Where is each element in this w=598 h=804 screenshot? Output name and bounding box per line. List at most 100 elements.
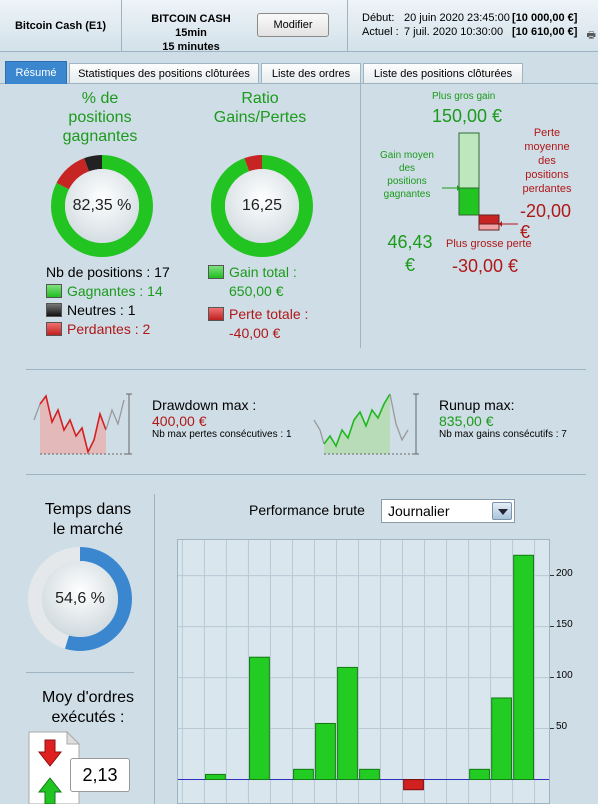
- avg-gain-value-line1: 46,43: [387, 232, 433, 252]
- biggest-gain-label: Plus gros gain: [432, 91, 496, 102]
- start-date: 20 juin 2020 23:45:00: [404, 12, 510, 24]
- black-square-icon: [46, 303, 62, 317]
- loss-total-row: Perte totale :: [208, 305, 308, 324]
- avg-gain-value-line2: €: [404, 255, 415, 275]
- drawdown-value: 400,00 €: [152, 413, 207, 429]
- positions-losing-row: Perdantes : 2: [46, 320, 170, 339]
- current-date: 7 juil. 2020 10:30:00: [404, 26, 504, 38]
- chart-bar-positive: [469, 768, 490, 781]
- chart-bar-positive: [249, 656, 270, 781]
- market-time-title: Temps dans le marché: [22, 500, 154, 540]
- current-label: Actuel :: [362, 26, 399, 38]
- modify-button[interactable]: Modifier: [257, 13, 329, 37]
- start-label: Début:: [362, 12, 395, 24]
- instrument-name: Bitcoin Cash (E1): [14, 20, 107, 32]
- drawdown-title: Drawdown max :: [152, 397, 257, 413]
- runup-sub: Nb max gains consécutifs : 7: [439, 429, 567, 440]
- start-amount: [10 000,00 €]: [512, 12, 578, 24]
- market-time-title-line2: le marché: [52, 521, 124, 538]
- tab-summary[interactable]: Résumé: [5, 61, 67, 84]
- ratio-title: Ratio Gains/Pertes: [190, 89, 330, 127]
- avg-gain-label-line2: des: [398, 163, 416, 174]
- chart-bar-negative: [403, 779, 424, 791]
- avg-loss-value-line2: €: [520, 222, 531, 242]
- chart-bar-positive: [315, 722, 336, 781]
- tab-closed-position-list[interactable]: Liste des positions clôturées: [363, 63, 523, 83]
- positions-winning: Gagnantes : 14: [67, 283, 163, 299]
- avg-gain-label-line3: positions: [387, 176, 427, 187]
- header-bar: Bitcoin Cash (E1) BITCOIN CASH 15min 15 …: [0, 0, 598, 53]
- gain-total-value: 650,00 €: [229, 283, 284, 299]
- market-time-value: 54,6 %: [55, 590, 105, 607]
- timeframe-line1: BITCOIN CASH 15min: [151, 13, 231, 39]
- performance-title: Performance brute: [249, 502, 365, 518]
- vertical-divider: [360, 84, 361, 348]
- period-select-value: Journalier: [388, 503, 450, 519]
- avg-gain-label-line1: Gain moyen: [380, 150, 434, 161]
- runup-sparkline: [313, 393, 419, 455]
- avg-loss-bar: [478, 214, 500, 225]
- winning-value: 82,35 %: [72, 197, 132, 214]
- positions-losing: Perdantes : 2: [67, 321, 151, 337]
- period-select[interactable]: Journalier: [381, 499, 515, 523]
- chart-ytick-mark: [550, 625, 554, 627]
- orders-title-line2: exécutés :: [51, 709, 125, 726]
- chart-ytick-label: 100: [556, 669, 573, 681]
- positions-neutral-row: Neutres : 1: [46, 301, 170, 320]
- horizontal-divider-3: [26, 672, 134, 673]
- avg-loss-label-line2: moyenne: [524, 141, 570, 153]
- avg-loss-label-line3: des: [538, 155, 556, 167]
- chart-bar-positive: [293, 768, 314, 781]
- market-time-title-line1: Temps dans: [44, 501, 132, 518]
- ring-neutral-arc: [51, 155, 153, 257]
- drawdown-sparkline: [33, 393, 132, 455]
- ratio-value: 16,25: [241, 197, 283, 214]
- horizontal-divider-2: [26, 474, 586, 475]
- runup-value: 835,00 €: [439, 413, 494, 429]
- timeframe-cell: BITCOIN CASH 15min 15 minutes Modifier: [122, 0, 348, 53]
- winning-title-line3: gagnantes: [62, 128, 138, 145]
- start-row: Début: 20 juin 2020 23:45:00 [10 000,00 €]: [362, 12, 577, 24]
- current-amount: [10 610,00 €]: [512, 26, 578, 38]
- chart-ytick-label: 200: [556, 567, 573, 579]
- positions-winning-row: Gagnantes : 14: [46, 282, 170, 301]
- ratio-ring: [211, 155, 313, 257]
- orders-value: 2,13: [70, 758, 130, 792]
- tab-closed-position-stats[interactable]: Statistiques des positions clôturées: [69, 63, 259, 83]
- winning-title-line2: positions: [68, 109, 132, 126]
- print-icon[interactable]: 🖶: [586, 30, 596, 41]
- loss-total-label: Perte totale :: [229, 306, 309, 322]
- avg-gain-label: Gain moyen des positions gagnantes: [374, 149, 440, 201]
- tab-order-list[interactable]: Liste des ordres: [261, 63, 361, 83]
- avg-gain-bar: [458, 187, 480, 216]
- winning-title-line1: % de: [81, 90, 119, 107]
- instrument-cell: Bitcoin Cash (E1): [0, 0, 122, 52]
- drawdown-block: Drawdown max : 400,00 € Nb max pertes co…: [152, 397, 292, 440]
- ratio-title-line1: Ratio: [241, 90, 279, 107]
- avg-loss-value: -20,00 €: [520, 201, 571, 243]
- chart-ytick-mark: [550, 676, 554, 678]
- market-time-arc: [28, 547, 132, 651]
- market-time-ring: [28, 547, 132, 651]
- chart-bar-positive: [337, 666, 358, 781]
- avg-loss-label-line1: Perte: [533, 127, 561, 139]
- positions-total: Nb de positions : 17: [46, 264, 170, 280]
- avg-gain-value: 46,43 €: [386, 231, 434, 277]
- green-square-icon: [208, 265, 224, 279]
- gain-loss-bars: [442, 132, 518, 231]
- horizontal-divider-1: [26, 369, 586, 370]
- runup-title: Runup max:: [439, 397, 515, 413]
- red-square-icon: [208, 307, 224, 321]
- gain-total-label: Gain total :: [229, 264, 297, 280]
- gain-total-row: Gain total :: [208, 263, 308, 282]
- green-square-icon: [46, 284, 62, 298]
- loss-total-value: -40,00 €: [229, 325, 281, 341]
- chart-bar-positive: [205, 773, 226, 781]
- chevron-down-icon[interactable]: [492, 502, 512, 520]
- winning-ring: [51, 155, 153, 257]
- chart-ytick-mark: [550, 574, 554, 576]
- tab-bar: Résumé Statistiques des positions clôtur…: [0, 60, 598, 84]
- chart-ytick-label: 50: [556, 720, 568, 732]
- chart-ytick-label: 150: [556, 618, 573, 630]
- performance-chart: [177, 539, 550, 804]
